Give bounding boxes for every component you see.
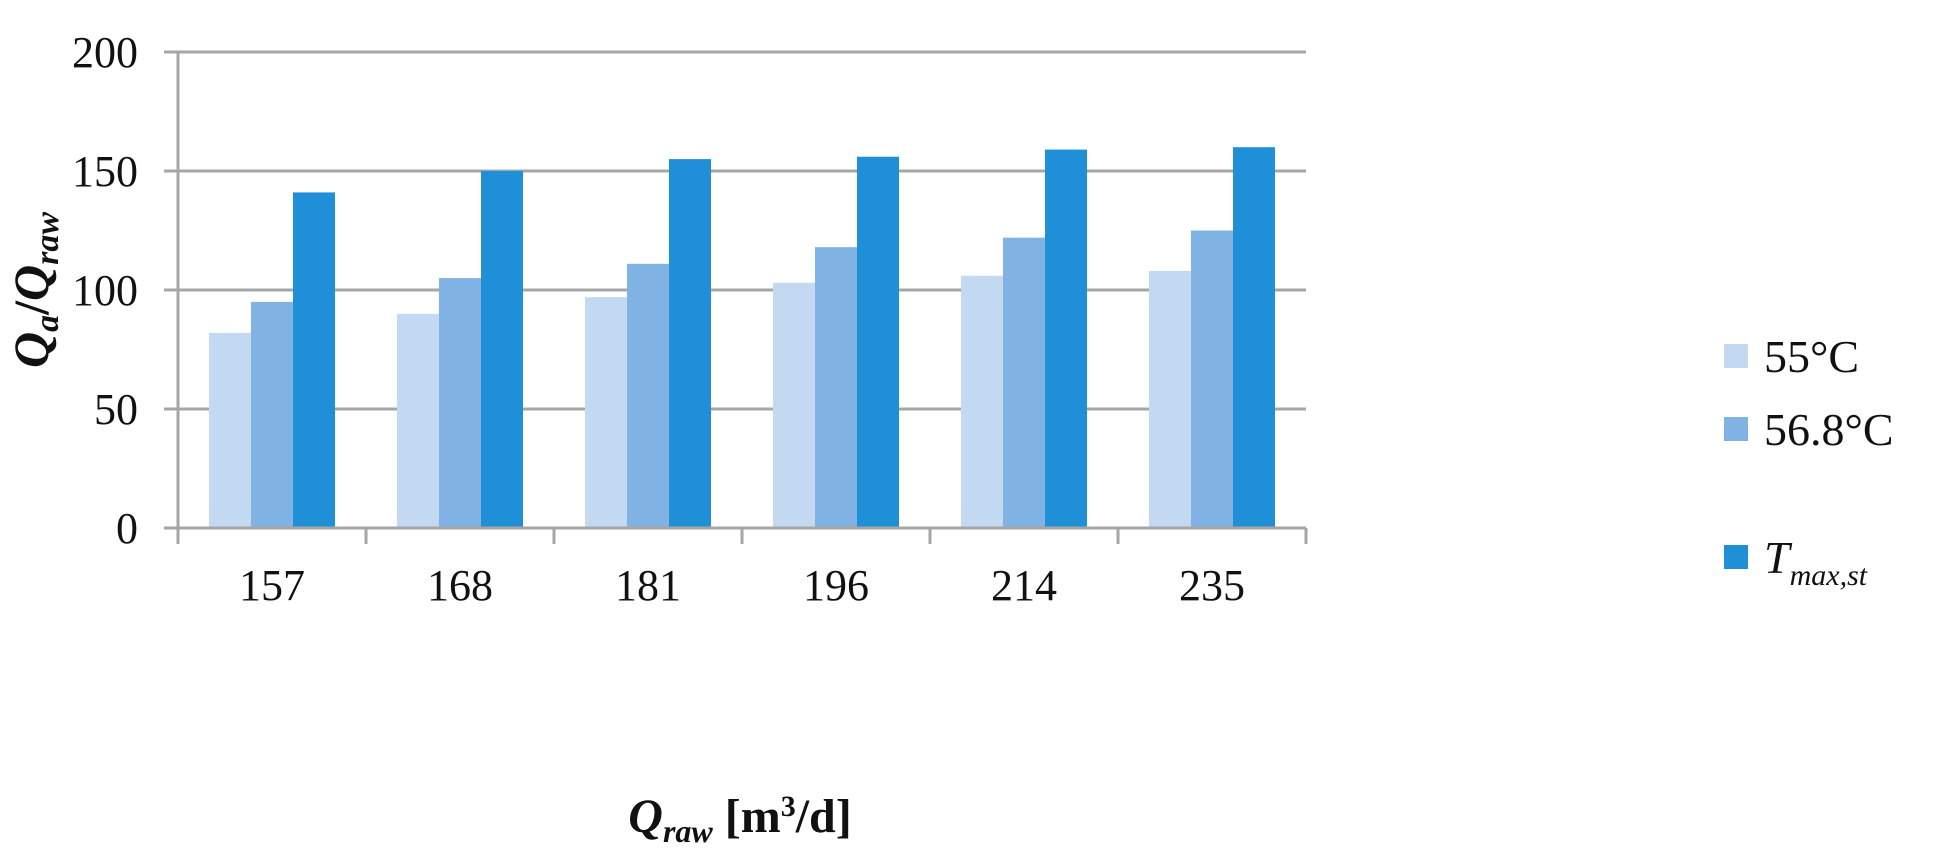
y-tick-label: 0 (116, 504, 138, 553)
x-axis-label: Qraw [m3/d] (628, 790, 851, 849)
y-axis-label-sub1: a (29, 315, 66, 332)
bar (251, 301, 293, 528)
legend-swatch-55c (1724, 344, 1748, 368)
x-axis-label-sub: raw (663, 813, 713, 849)
y-tick-label: 150 (72, 147, 138, 196)
x-axis-label-unit-post: /d] (795, 790, 852, 843)
bar (293, 192, 335, 529)
y-axis-label-sep: / (3, 300, 59, 316)
bar (209, 332, 251, 528)
y-tick-labels: 0 50 100 150 200 (72, 28, 138, 553)
bar (961, 275, 1003, 528)
bar (1191, 230, 1233, 528)
x-axis-label-q: Q (628, 790, 663, 843)
bar (627, 263, 669, 528)
axes (164, 50, 1308, 544)
x-tick-label: 157 (239, 561, 305, 610)
bar (585, 297, 627, 528)
x-tick-labels: 157 168 181 196 214 235 (239, 561, 1245, 610)
legend-swatch-tmax (1724, 545, 1748, 569)
bar (439, 278, 481, 528)
bar (1149, 270, 1191, 528)
y-tick-label: 200 (72, 28, 138, 77)
x-tick-label: 168 (427, 561, 493, 610)
x-tick-label: 235 (1179, 561, 1245, 610)
bars (209, 147, 1275, 529)
legend-label-55c: 55°C (1764, 331, 1859, 382)
y-axis-label-q1: Q (3, 332, 59, 368)
x-axis-label-unit-sup: 3 (781, 790, 796, 823)
bar (773, 282, 815, 528)
bar (1003, 237, 1045, 528)
y-tick-label: 100 (72, 266, 138, 315)
bar (1045, 149, 1087, 528)
y-axis-label: Qa/Qraw (3, 212, 66, 368)
bar (815, 247, 857, 528)
legend: 55°C 56.8°C Tmax,st (1724, 331, 1894, 592)
bar (1233, 147, 1275, 528)
y-axis-label-q2: Q (3, 265, 59, 301)
legend-label-tmax: Tmax,st (1764, 532, 1868, 592)
x-axis-label-unit-pre: [m (713, 790, 781, 843)
x-tick-label: 196 (803, 561, 869, 610)
bar (857, 156, 899, 528)
bar (481, 171, 523, 528)
legend-label-56-8c: 56.8°C (1764, 404, 1894, 455)
bar (397, 313, 439, 528)
y-axis-label-sub2: raw (29, 212, 66, 265)
legend-label-tmax-main: T (1764, 532, 1793, 583)
gridlines (178, 50, 1306, 411)
x-tick-label: 214 (991, 561, 1057, 610)
y-tick-label: 50 (94, 385, 138, 434)
x-tick-label: 181 (615, 561, 681, 610)
bar (669, 159, 711, 528)
legend-label-tmax-sub: max,st (1790, 559, 1868, 592)
legend-swatch-56-8c (1724, 417, 1748, 441)
